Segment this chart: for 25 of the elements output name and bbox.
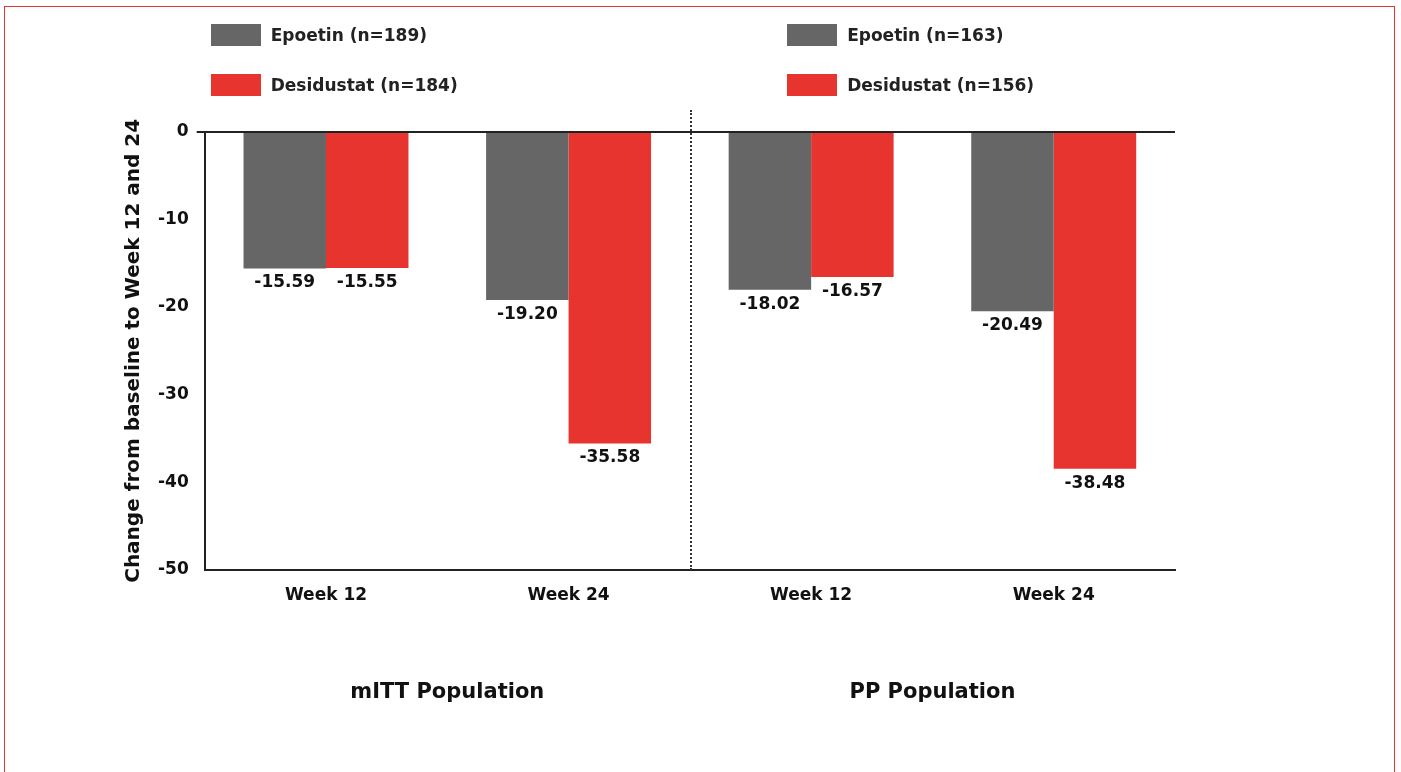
data-label: -19.20 bbox=[496, 302, 558, 323]
data-label: -15.55 bbox=[336, 271, 398, 292]
data-label: -15.59 bbox=[254, 271, 316, 292]
y-tick-label: -10 bbox=[157, 207, 189, 228]
x-tick-label: Week 12 bbox=[284, 584, 368, 605]
text: mITT Population bbox=[350, 678, 545, 703]
legend-label: Epoetin (n=163) bbox=[846, 24, 1004, 46]
legend-label: Desidustat (n=156) bbox=[846, 74, 1035, 96]
data-label: -16.57 bbox=[821, 279, 883, 300]
x-tick-label: Week 24 bbox=[527, 584, 610, 605]
y-tick-label: -20 bbox=[157, 295, 189, 316]
y-tick-label: -50 bbox=[157, 558, 189, 579]
y-tick-label: -40 bbox=[157, 470, 189, 491]
x-tick-label: Week 12 bbox=[770, 584, 853, 605]
y-axis-title: Change from baseline to Week 12 and 24 bbox=[120, 118, 145, 583]
data-label: -18.02 bbox=[739, 292, 801, 313]
y-tick-label: 0 bbox=[176, 120, 189, 141]
data-label: -35.58 bbox=[579, 446, 641, 467]
data-label: -20.49 bbox=[982, 314, 1043, 335]
data-label: -38.48 bbox=[1064, 471, 1126, 492]
text: PP Population bbox=[849, 678, 1016, 703]
legend-label: Epoetin (n=189) bbox=[269, 24, 428, 46]
y-tick-label: -30 bbox=[157, 382, 189, 403]
x-tick-label: Week 24 bbox=[1012, 584, 1095, 605]
legend-label: Desidustat (n=184) bbox=[269, 74, 458, 96]
